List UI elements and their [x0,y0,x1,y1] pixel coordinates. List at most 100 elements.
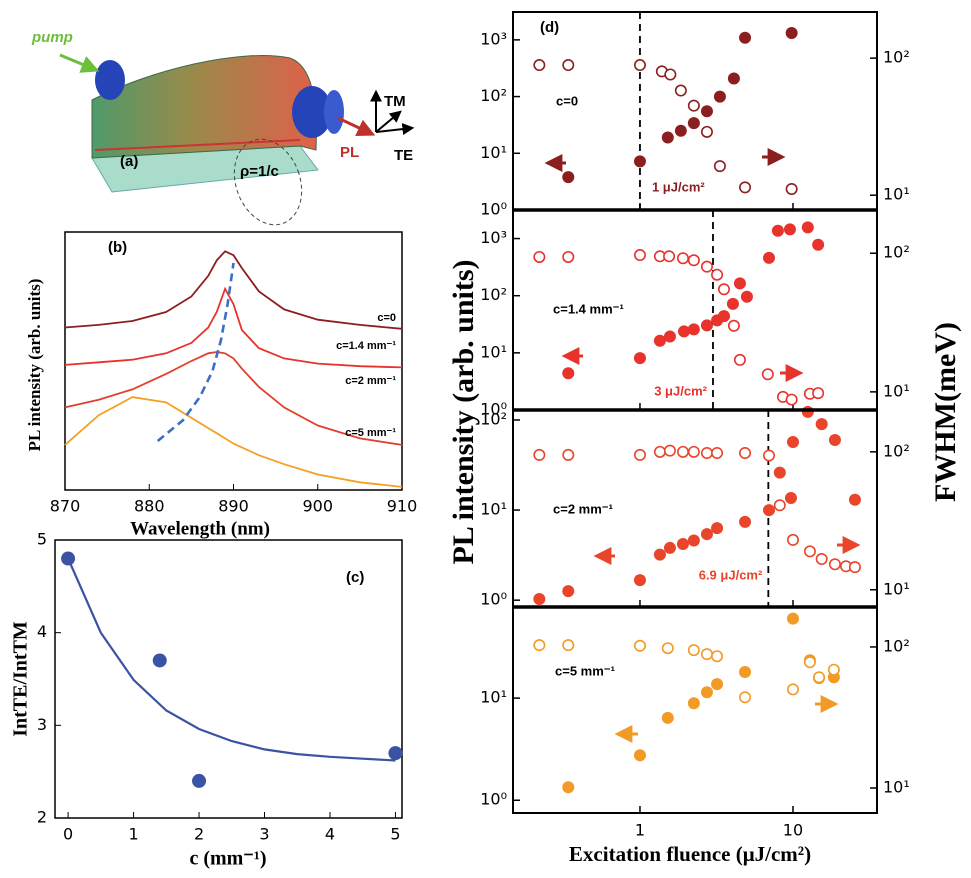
te-label: TE [394,147,413,164]
panel-label: (c) [346,569,364,586]
y-tick-label: 10⁰ [480,790,507,809]
filled-point [711,678,724,691]
filled-point [784,492,797,505]
x-tick-label: 2 [194,825,204,844]
open-point [663,250,676,263]
filled-point [674,124,687,137]
open-point [664,68,677,81]
curve-label: c=0 [377,312,396,324]
filled-point [828,433,841,446]
x-tick-label: 880 [134,497,165,516]
filled-point [727,72,740,85]
pl-label: PL [340,144,359,161]
open-point [827,663,840,676]
te-axis [375,123,415,136]
open-point [828,558,841,571]
filled-point [713,90,726,103]
filled-point [562,781,575,794]
open-point [663,444,676,457]
open-point [533,448,546,461]
y-tick-label: 10¹ [480,143,507,162]
open-point [687,99,700,112]
open-point [786,533,799,546]
spectrum [64,351,403,446]
filled-point [562,585,575,598]
open-point [717,283,730,296]
pump-arrow [59,53,100,73]
open-point [785,182,798,195]
axis [375,110,402,133]
x-tick-label: 890 [218,497,249,516]
filled-point [633,155,646,168]
open-point [733,353,746,366]
filled-point [700,105,713,118]
x-tick-label: 4 [325,825,335,844]
filled-point [700,528,713,541]
y-tick-label: 2 [37,808,47,827]
curvature-circle [233,138,303,226]
filled-point [763,504,776,517]
filled-point [678,325,691,338]
open-point [803,656,816,669]
open-point [562,59,575,72]
pump-label: pump [31,29,73,46]
filled-point [786,612,799,625]
filled-point [653,548,666,561]
open-point [739,691,752,704]
panel-label: (b) [108,239,127,256]
film-edge [94,139,301,151]
open-point [562,639,575,652]
open-point [633,448,646,461]
open-point [763,449,776,462]
filled-point [726,297,739,310]
open-point [562,250,575,263]
x-tick-label: 910 [387,497,418,516]
curve-label: c=2 mm⁻¹ [345,375,396,387]
y-tick-label: 10³ [480,29,507,48]
filled-point [783,223,796,236]
y-tick-label: 10³ [480,228,507,247]
filled-point [739,515,752,528]
filled-point [763,251,776,264]
filled-point [801,221,814,234]
filled-point [633,574,646,587]
point [152,653,167,668]
filled-point [562,367,575,380]
filled-point [717,310,730,323]
y2-tick-label: 10¹ [883,579,910,598]
y2-axis-label: FWHM(meV) [929,322,962,502]
cylinder [95,60,125,100]
open-point [713,160,726,173]
filled-point [633,749,646,762]
x-tick-label: 0 [63,825,73,844]
filled-point [739,666,752,679]
filled-point [848,493,861,506]
y2-tick-label: 10¹ [883,381,910,400]
open-point [676,445,689,458]
x-axis-label: Wavelength (nm) [130,518,270,539]
filled-point [663,541,676,554]
filled-point [740,290,753,303]
y-tick-label: 10¹ [480,688,507,707]
open-point [761,368,774,381]
point [388,746,403,761]
open-point [711,268,724,281]
y-tick-label: 10⁰ [480,590,507,609]
threshold-label: 1 μJ/cm² [652,179,705,194]
open-point [562,448,575,461]
x-axis-label: Excitation fluence (μJ/cm²) [569,842,811,866]
threshold-label: 3 μJ/cm² [654,383,707,398]
filled-point [676,538,689,551]
y-tick-label: 3 [37,715,47,734]
y2-tick-label: 10² [883,441,910,460]
filled-point [661,131,674,144]
open-point [786,683,799,696]
y2-tick-label: 10¹ [883,778,910,797]
open-point [812,387,825,400]
x-tick-label: 10 [783,821,803,840]
pl-arrow [337,116,376,137]
open-point [633,639,646,652]
spectrum [64,396,403,488]
x-axis-label: c (mm⁻¹) [189,848,266,870]
open-point [533,639,546,652]
